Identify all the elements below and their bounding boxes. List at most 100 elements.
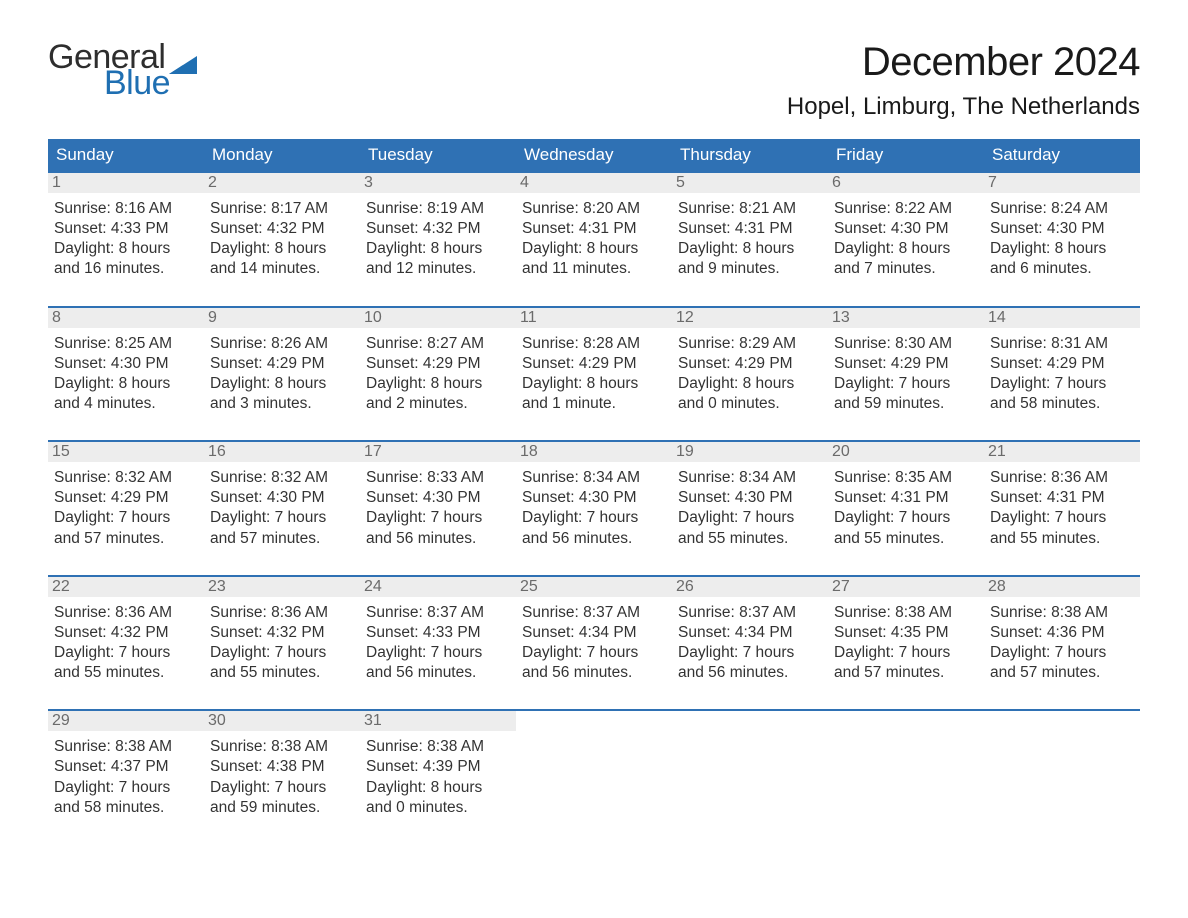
- sunset-text: Sunset: 4:30 PM: [54, 354, 198, 374]
- day-number: 5: [672, 173, 828, 193]
- daylight-text-line1: Daylight: 8 hours: [54, 239, 198, 259]
- day-number: 22: [48, 577, 204, 597]
- day-number: 28: [984, 577, 1140, 597]
- daylight-text-line1: Daylight: 8 hours: [210, 374, 354, 394]
- weekday-header: Thursday: [672, 139, 828, 171]
- day-number: 27: [828, 577, 984, 597]
- daylight-text-line2: and 16 minutes.: [54, 259, 198, 279]
- sunrise-text: Sunrise: 8:37 AM: [678, 603, 822, 623]
- day-cell: 4Sunrise: 8:20 AMSunset: 4:31 PMDaylight…: [516, 173, 672, 288]
- daylight-text-line1: Daylight: 8 hours: [522, 239, 666, 259]
- day-cell: 24Sunrise: 8:37 AMSunset: 4:33 PMDayligh…: [360, 577, 516, 692]
- daylight-text-line1: Daylight: 7 hours: [522, 643, 666, 663]
- daylight-text-line1: Daylight: 7 hours: [522, 508, 666, 528]
- sunset-text: Sunset: 4:32 PM: [210, 623, 354, 643]
- day-cell: 22Sunrise: 8:36 AMSunset: 4:32 PMDayligh…: [48, 577, 204, 692]
- day-number: 3: [360, 173, 516, 193]
- sunrise-text: Sunrise: 8:26 AM: [210, 334, 354, 354]
- location-text: Hopel, Limburg, The Netherlands: [787, 93, 1140, 121]
- day-cell: 14Sunrise: 8:31 AMSunset: 4:29 PMDayligh…: [984, 308, 1140, 423]
- sunset-text: Sunset: 4:30 PM: [210, 488, 354, 508]
- day-cell: 20Sunrise: 8:35 AMSunset: 4:31 PMDayligh…: [828, 442, 984, 557]
- sunset-text: Sunset: 4:29 PM: [54, 488, 198, 508]
- sunset-text: Sunset: 4:36 PM: [990, 623, 1134, 643]
- daylight-text-line2: and 11 minutes.: [522, 259, 666, 279]
- sunset-text: Sunset: 4:29 PM: [522, 354, 666, 374]
- daylight-text-line2: and 55 minutes.: [990, 529, 1134, 549]
- daylight-text-line2: and 2 minutes.: [366, 394, 510, 414]
- day-cell: 11Sunrise: 8:28 AMSunset: 4:29 PMDayligh…: [516, 308, 672, 423]
- daylight-text-line1: Daylight: 7 hours: [834, 643, 978, 663]
- sunset-text: Sunset: 4:37 PM: [54, 757, 198, 777]
- day-cell: [516, 711, 672, 826]
- day-cell: 5Sunrise: 8:21 AMSunset: 4:31 PMDaylight…: [672, 173, 828, 288]
- day-number: 29: [48, 711, 204, 731]
- sunset-text: Sunset: 4:29 PM: [990, 354, 1134, 374]
- daylight-text-line2: and 59 minutes.: [834, 394, 978, 414]
- sunset-text: Sunset: 4:29 PM: [678, 354, 822, 374]
- sunrise-text: Sunrise: 8:24 AM: [990, 199, 1134, 219]
- sunset-text: Sunset: 4:30 PM: [834, 219, 978, 239]
- sunrise-text: Sunrise: 8:38 AM: [210, 737, 354, 757]
- weekday-header: Friday: [828, 139, 984, 171]
- daylight-text-line1: Daylight: 7 hours: [366, 508, 510, 528]
- day-cell: 27Sunrise: 8:38 AMSunset: 4:35 PMDayligh…: [828, 577, 984, 692]
- daylight-text-line1: Daylight: 7 hours: [678, 643, 822, 663]
- sunset-text: Sunset: 4:30 PM: [366, 488, 510, 508]
- day-number: 13: [828, 308, 984, 328]
- daylight-text-line2: and 0 minutes.: [678, 394, 822, 414]
- sunset-text: Sunset: 4:32 PM: [54, 623, 198, 643]
- weekday-header: Sunday: [48, 139, 204, 171]
- sunset-text: Sunset: 4:33 PM: [366, 623, 510, 643]
- sunrise-text: Sunrise: 8:38 AM: [834, 603, 978, 623]
- sunrise-text: Sunrise: 8:34 AM: [522, 468, 666, 488]
- day-number: 6: [828, 173, 984, 193]
- header: General Blue December 2024 Hopel, Limbur…: [48, 40, 1140, 121]
- daylight-text-line1: Daylight: 7 hours: [210, 778, 354, 798]
- day-number: 25: [516, 577, 672, 597]
- daylight-text-line2: and 57 minutes.: [834, 663, 978, 683]
- daylight-text-line2: and 59 minutes.: [210, 798, 354, 818]
- daylight-text-line1: Daylight: 8 hours: [678, 239, 822, 259]
- sunset-text: Sunset: 4:33 PM: [54, 219, 198, 239]
- day-number: 18: [516, 442, 672, 462]
- day-cell: 28Sunrise: 8:38 AMSunset: 4:36 PMDayligh…: [984, 577, 1140, 692]
- daylight-text-line2: and 56 minutes.: [522, 529, 666, 549]
- day-cell: 10Sunrise: 8:27 AMSunset: 4:29 PMDayligh…: [360, 308, 516, 423]
- day-number: 9: [204, 308, 360, 328]
- day-cell: 30Sunrise: 8:38 AMSunset: 4:38 PMDayligh…: [204, 711, 360, 826]
- daylight-text-line2: and 56 minutes.: [366, 663, 510, 683]
- sunset-text: Sunset: 4:31 PM: [522, 219, 666, 239]
- sunrise-text: Sunrise: 8:36 AM: [990, 468, 1134, 488]
- daylight-text-line2: and 56 minutes.: [366, 529, 510, 549]
- sunrise-text: Sunrise: 8:38 AM: [54, 737, 198, 757]
- day-cell: 8Sunrise: 8:25 AMSunset: 4:30 PMDaylight…: [48, 308, 204, 423]
- week-row: 8Sunrise: 8:25 AMSunset: 4:30 PMDaylight…: [48, 306, 1140, 423]
- daylight-text-line1: Daylight: 7 hours: [678, 508, 822, 528]
- daylight-text-line1: Daylight: 8 hours: [522, 374, 666, 394]
- sunset-text: Sunset: 4:30 PM: [678, 488, 822, 508]
- sunset-text: Sunset: 4:34 PM: [522, 623, 666, 643]
- daylight-text-line2: and 55 minutes.: [210, 663, 354, 683]
- sunset-text: Sunset: 4:29 PM: [366, 354, 510, 374]
- daylight-text-line1: Daylight: 8 hours: [834, 239, 978, 259]
- weekday-header: Monday: [204, 139, 360, 171]
- day-cell: [672, 711, 828, 826]
- daylight-text-line2: and 56 minutes.: [522, 663, 666, 683]
- day-number: 24: [360, 577, 516, 597]
- sunset-text: Sunset: 4:29 PM: [210, 354, 354, 374]
- daylight-text-line2: and 55 minutes.: [54, 663, 198, 683]
- daylight-text-line1: Daylight: 7 hours: [834, 508, 978, 528]
- sunset-text: Sunset: 4:31 PM: [834, 488, 978, 508]
- week-row: 29Sunrise: 8:38 AMSunset: 4:37 PMDayligh…: [48, 709, 1140, 826]
- daylight-text-line1: Daylight: 7 hours: [990, 643, 1134, 663]
- daylight-text-line1: Daylight: 8 hours: [990, 239, 1134, 259]
- day-number: 19: [672, 442, 828, 462]
- title-block: December 2024 Hopel, Limburg, The Nether…: [787, 40, 1140, 121]
- weekday-header-row: SundayMondayTuesdayWednesdayThursdayFrid…: [48, 139, 1140, 171]
- sunrise-text: Sunrise: 8:36 AM: [210, 603, 354, 623]
- sunrise-text: Sunrise: 8:32 AM: [210, 468, 354, 488]
- day-cell: [828, 711, 984, 826]
- daylight-text-line2: and 55 minutes.: [678, 529, 822, 549]
- sunrise-text: Sunrise: 8:38 AM: [366, 737, 510, 757]
